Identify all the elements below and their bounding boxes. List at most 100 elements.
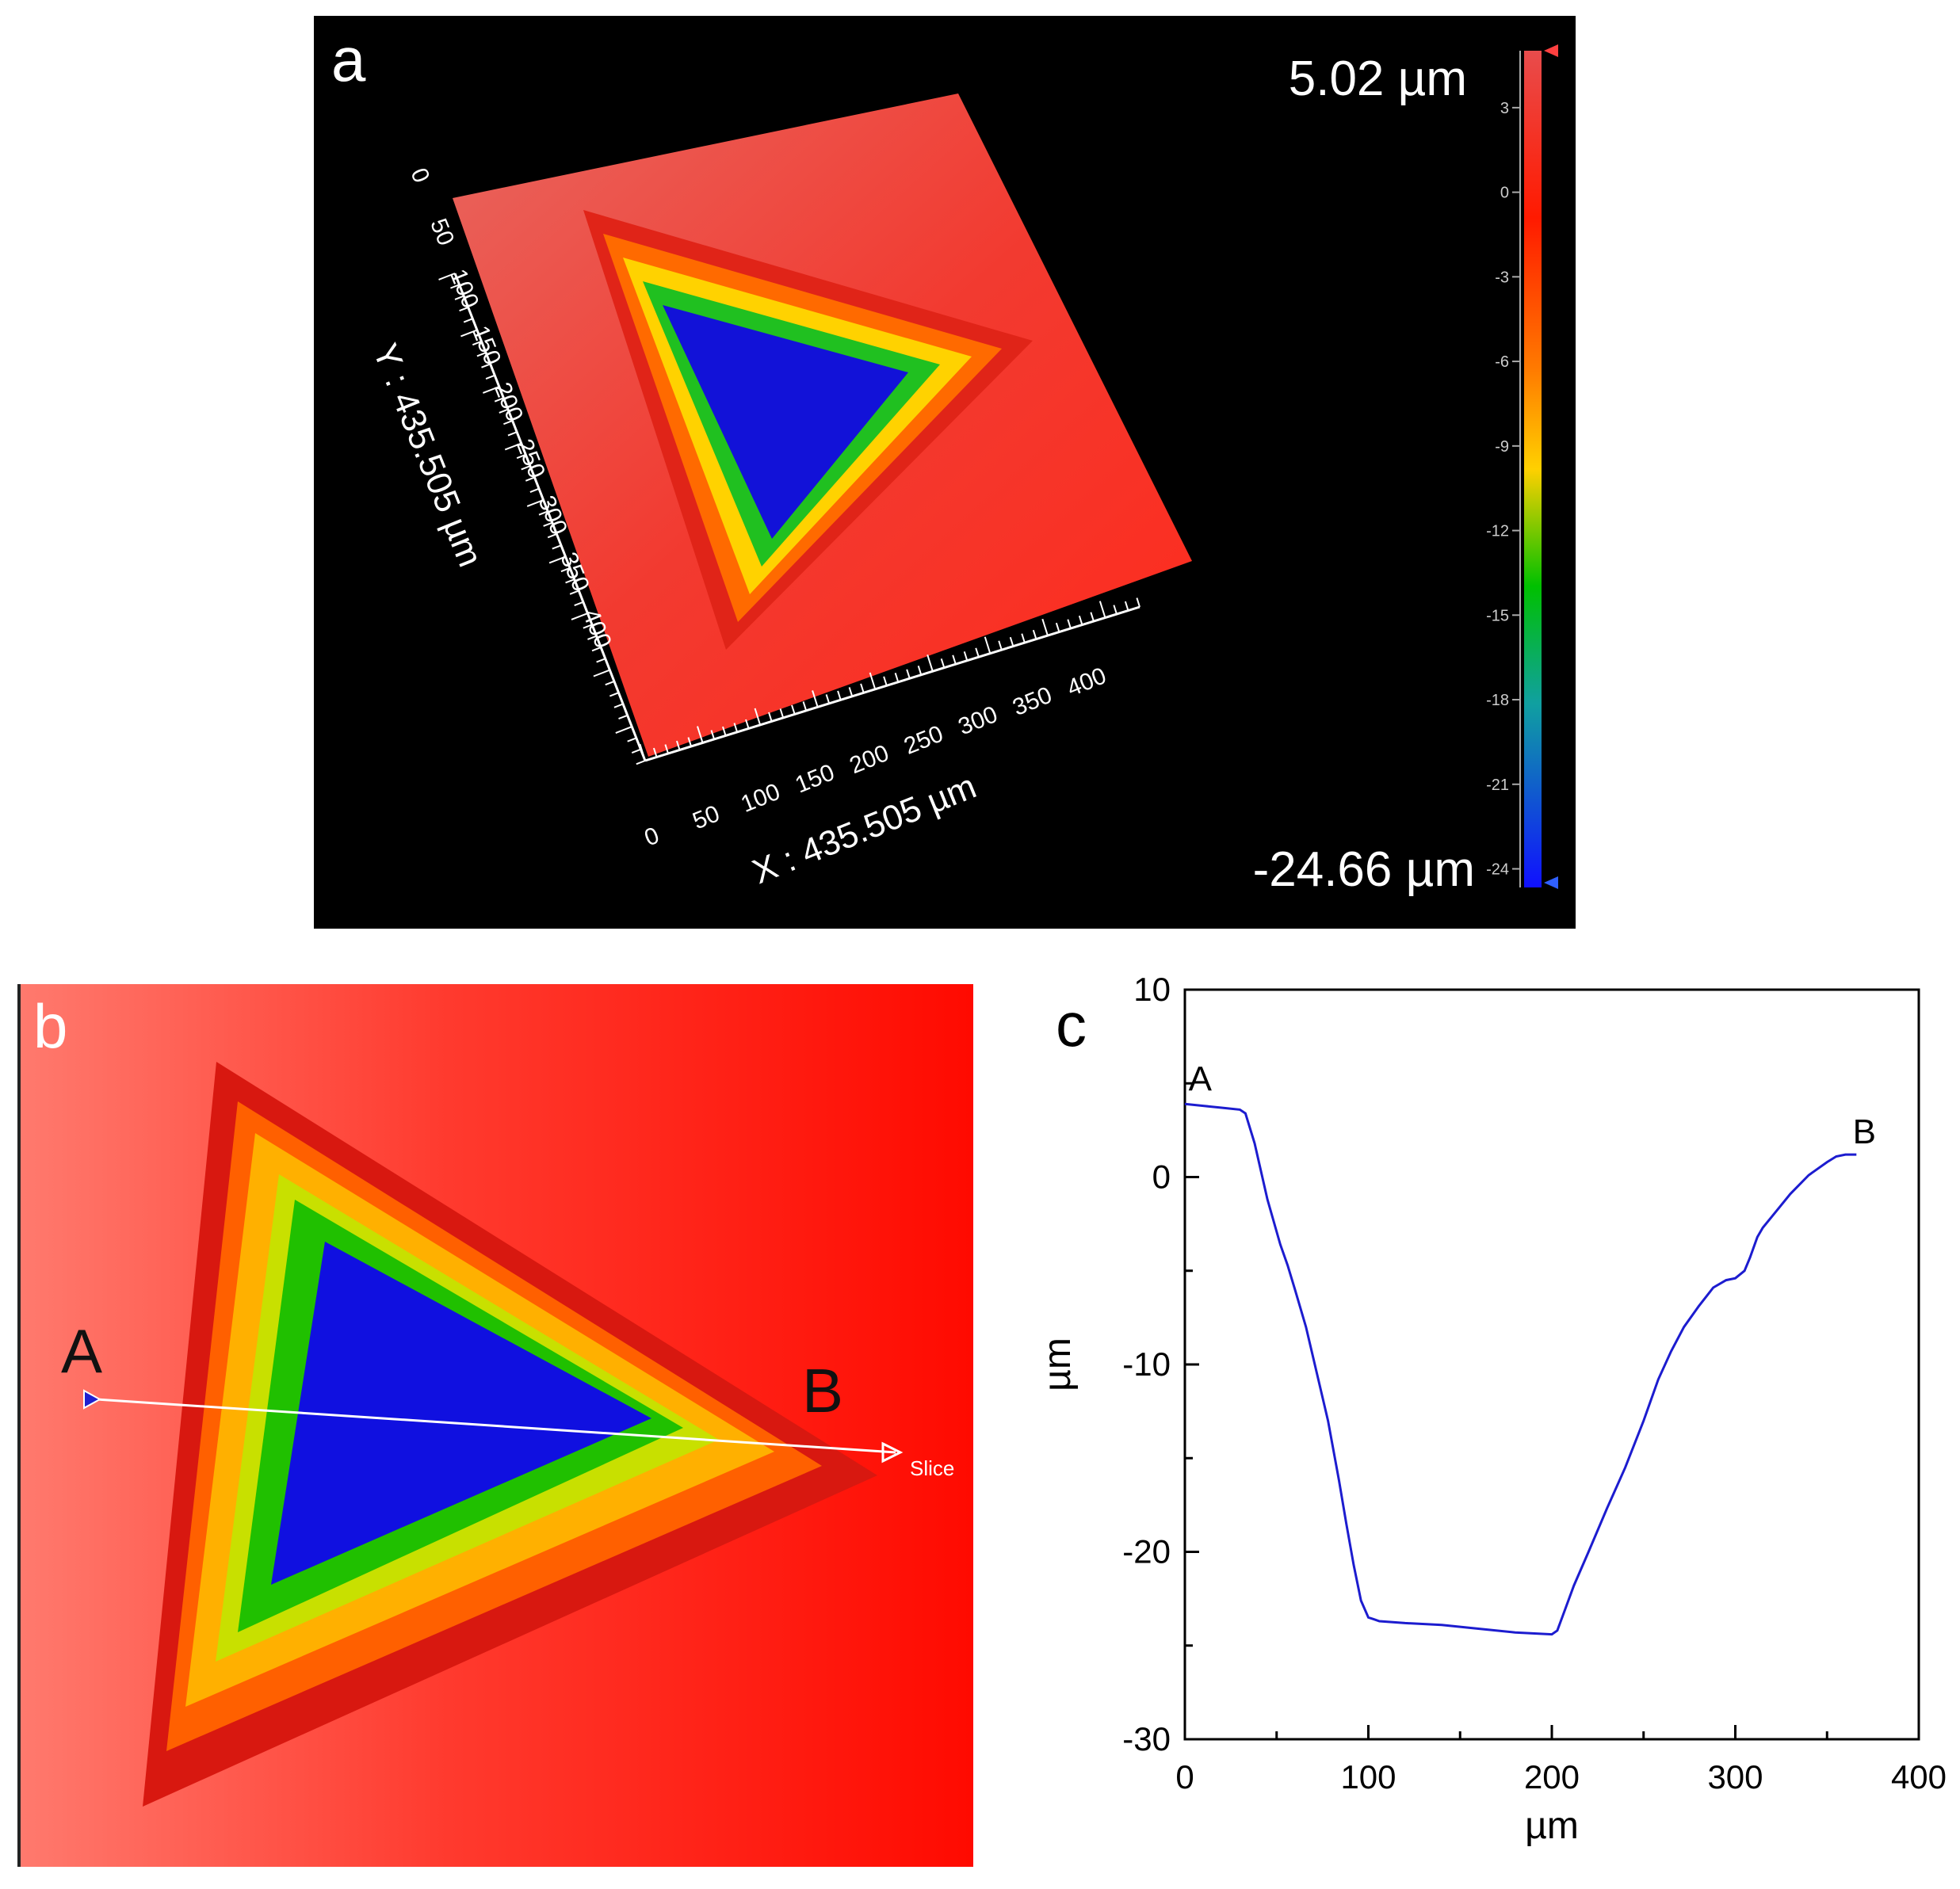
y-tick-label: -10 [1122, 1345, 1171, 1383]
y-axis-title: Y : 435.505 µm [365, 338, 490, 572]
y-ruler-tick [454, 295, 464, 300]
x-ruler-tick [697, 726, 704, 743]
point-annotations: AB [1189, 1060, 1876, 1151]
y-tick-label: 0 [1152, 1158, 1171, 1196]
y-ruler-tick [476, 352, 487, 357]
y-ruler-tick [593, 669, 610, 677]
y-ruler-tick [450, 284, 460, 289]
y-ruler-tick [613, 703, 624, 708]
point-b-label: B [802, 1356, 843, 1425]
colorbar [1524, 51, 1542, 887]
y-ruler-tick [605, 680, 615, 686]
x-ruler-tick [1113, 605, 1118, 615]
x-tick-label: 100 [1340, 1758, 1396, 1796]
y-ruler-tick [571, 612, 588, 620]
x-ruler-tick [975, 647, 980, 658]
panel-b-top-view: Slice b A B [17, 984, 973, 1867]
colorbar-max-marker [1544, 44, 1558, 57]
x-tick-label: 50 [689, 800, 723, 834]
y-ruler-tick [529, 487, 540, 493]
x-ruler-tick [927, 654, 934, 672]
slice-label: Slice [910, 1456, 954, 1480]
y-ruler-tick [538, 510, 548, 516]
y-ruler-tick [463, 318, 473, 323]
y-tick-label: -20 [1122, 1533, 1171, 1570]
x-axis-label: µm [1525, 1805, 1579, 1847]
point-annotation: A [1189, 1060, 1213, 1099]
x-ruler-tick [894, 673, 900, 683]
y-ruler-tick [560, 567, 571, 573]
y-tick-label: 0 [405, 165, 434, 187]
x-ruler-tick [963, 651, 969, 661]
y-ruler-tick [565, 578, 575, 584]
y-ruler-tick [543, 521, 553, 527]
panel-a-3d-surface: 0 50 100 150 200 250 300 350 400 0 50 100 150 200 250… [314, 16, 1576, 929]
x-ruler-tick [837, 690, 842, 700]
x-ruler-tick [1009, 636, 1014, 647]
x-tick-label: 350 [1009, 682, 1056, 721]
colorbar-tick-label: -21 [1486, 777, 1509, 794]
colorbar-tick-label: 3 [1500, 100, 1509, 117]
plot-frame [1183, 988, 1920, 1741]
y-ruler-tick [548, 555, 566, 564]
x-ruler-tick [745, 719, 750, 729]
x-ruler-tick [768, 712, 773, 722]
x-tick-label: 0 [641, 822, 663, 852]
y-ruler-tick [615, 726, 632, 734]
y-ruler-tick [591, 647, 602, 652]
x-ruler-tick [917, 666, 923, 676]
y-ruler-tick [460, 329, 478, 338]
x-ruler-tick [1041, 618, 1049, 636]
x-ruler-tick [869, 672, 877, 690]
colorbar-tick-label: -24 [1486, 861, 1509, 879]
colorbar-tick-label: -6 [1495, 353, 1509, 371]
colorbar-tick-label: -9 [1495, 438, 1509, 456]
x-axis-title: X : 435.505 µm [747, 767, 982, 892]
y-ruler-tick [481, 363, 491, 368]
indent-bottom [271, 1242, 651, 1585]
panel-letter-c: c [1056, 990, 1087, 1059]
x-ruler-tick [1021, 633, 1026, 643]
x-ruler-tick [733, 723, 739, 733]
y-ruler-tick [499, 408, 509, 414]
x-tick-label: 400 [1064, 662, 1110, 701]
pit-bottom-blue [663, 305, 908, 539]
y-tick-label: 100 [445, 265, 483, 312]
x-ruler-tick [984, 636, 991, 654]
profile-series-line [1184, 1102, 1857, 1636]
x-ruler-tick [754, 708, 762, 726]
slice-line [96, 1398, 896, 1454]
x-ruler-tick [1124, 601, 1129, 611]
y-ruler-tick [507, 431, 518, 437]
y-ruler-tick [552, 544, 562, 550]
min-height-label: -24.66 µm [1253, 842, 1475, 897]
y-ruler-tick [587, 635, 597, 640]
point-a-label: A [61, 1316, 102, 1386]
y-ruler-tick [521, 465, 531, 471]
x-ruler-tick [1136, 597, 1140, 608]
y-ruler-tick [503, 419, 513, 426]
y-ruler-tick [596, 658, 606, 663]
x-ruler-tick [952, 654, 957, 665]
colorbar-tick-label: -3 [1495, 269, 1509, 286]
panel-letter-b: b [33, 991, 67, 1061]
y-ruler-tick [631, 748, 641, 754]
y-ruler-tick [494, 397, 504, 403]
y-ruler-tick [482, 386, 500, 394]
x-tick-label: 300 [1707, 1758, 1763, 1796]
y-ruler-tick [459, 306, 469, 312]
y-tick-label: -30 [1122, 1720, 1171, 1757]
y-ruler-tick [627, 737, 637, 742]
y-ruler-tick [438, 273, 456, 280]
y-ruler-tick [526, 499, 544, 507]
axis-ruler-ticks [438, 273, 1140, 765]
colorbar-tick-label: -15 [1486, 607, 1509, 624]
x-ruler-tick [802, 701, 808, 712]
x-tick-label: 100 [737, 779, 784, 818]
y-ruler-tick [485, 374, 495, 380]
x-ruler-tick [710, 730, 716, 740]
x-ruler-tick [825, 694, 831, 704]
x-ruler-tick [1067, 619, 1072, 629]
x-tick-label: 400 [1891, 1758, 1947, 1796]
